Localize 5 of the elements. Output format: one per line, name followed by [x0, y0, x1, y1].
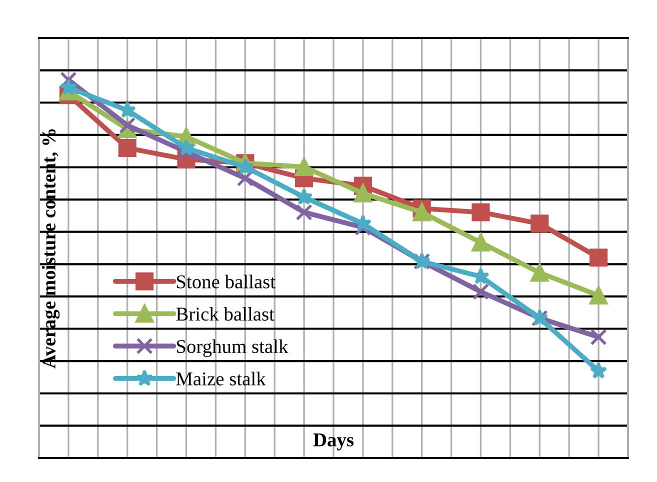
legend-label: Brick ballast — [176, 307, 274, 321]
x-axis-title: Days — [313, 434, 354, 450]
legend-label: Stone ballast — [176, 274, 276, 288]
legend-label: Sorghum stalk — [176, 339, 288, 358]
legend-label: Maize stalk — [176, 372, 266, 386]
